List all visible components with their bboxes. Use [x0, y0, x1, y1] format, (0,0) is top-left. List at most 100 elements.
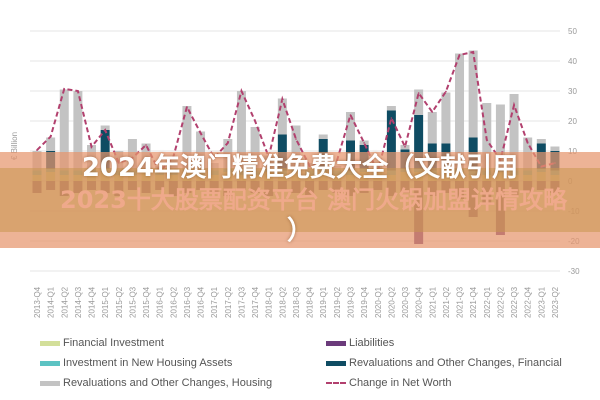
point-net-worth-2021-Q3 [458, 54, 461, 56]
bar-revaluations-and-other-changes-housing-2014-Q1 [46, 137, 56, 151]
point-net-worth-2014-Q1 [49, 135, 52, 138]
bar-revaluations-and-other-changes-financial-2015-Q1 [100, 130, 110, 169]
point-net-worth-2013-Q4 [36, 149, 38, 151]
bar-revaluations-and-other-changes-housing-2022-Q3 [509, 94, 519, 171]
x-tick-label: 2014-Q2 [60, 286, 69, 318]
y-tick-label: 10 [568, 147, 577, 156]
x-tick-label: 2018-Q2 [278, 286, 287, 318]
x-tick-label: 2023-Q1 [537, 286, 546, 318]
x-tick-label: 2019-Q1 [319, 286, 328, 318]
x-tick-label: 2014-Q3 [74, 286, 83, 318]
x-tick-label: 2018-Q1 [265, 286, 274, 318]
overlay-title-line1: 2024年澳门精准免费大全（文献引用 [81, 153, 519, 183]
x-tick-label: 2019-Q4 [360, 286, 369, 318]
point-net-worth-2016-Q3 [186, 106, 188, 108]
point-net-worth-2019-Q4 [363, 142, 365, 144]
legend-label: Liabilities [349, 337, 395, 349]
y-tick-label: -30 [568, 267, 580, 276]
point-net-worth-2021-Q1 [431, 111, 434, 113]
x-tick-label: 2022-Q1 [483, 286, 492, 318]
x-tick-label: 2022-Q2 [496, 286, 505, 318]
legend-dash [326, 382, 346, 384]
x-tick-label: 2015-Q4 [142, 286, 151, 318]
x-tick-label: 2021-Q1 [428, 286, 437, 318]
legend-financial-revaluations: Revaluations and Other Changes, Financia… [326, 357, 562, 369]
bar-revaluations-and-other-changes-housing-2018-Q2 [277, 98, 287, 135]
x-tick-label: 2017-Q2 [224, 286, 233, 318]
bar-revaluations-and-other-changes-housing-2021-Q3 [455, 53, 465, 169]
x-tick-label: 2022-Q3 [510, 286, 519, 318]
y-axis-label: € Billion [10, 132, 19, 160]
bar-revaluations-and-other-changes-housing-2015-Q1 [100, 125, 110, 130]
legend-swatch [326, 340, 346, 346]
bar-revaluations-and-other-changes-housing-2021-Q4 [468, 50, 478, 138]
bar-revaluations-and-other-changes-housing-2021-Q1 [427, 112, 437, 144]
legend-swatch [40, 360, 60, 366]
point-net-worth-2020-Q2 [390, 117, 393, 119]
x-tick-label: 2019-Q3 [346, 286, 355, 318]
legend-housing-investment: Investment in New Housing Assets [40, 357, 232, 369]
x-tick-label: 2018-Q3 [292, 286, 301, 318]
bar-revaluations-and-other-changes-housing-2023-Q2 [550, 146, 560, 151]
point-net-worth-2015-Q1 [104, 129, 106, 131]
bar-revaluations-and-other-changes-financial-2020-Q2 [386, 110, 396, 171]
point-net-worth-2018-Q2 [281, 98, 284, 100]
y-tick-label: 30 [568, 87, 577, 96]
x-tick-label: 2017-Q1 [210, 286, 219, 318]
legend-swatch [40, 340, 60, 346]
bar-revaluations-and-other-changes-housing-2016-Q3 [182, 106, 192, 169]
point-net-worth-2015-Q4 [145, 144, 147, 146]
overlay-band-inner [0, 168, 600, 232]
x-tick-label: 2016-Q1 [156, 286, 165, 318]
point-net-worth-2016-Q4 [199, 132, 202, 134]
legend-housing-revaluations: Revaluations and Other Changes, Housing [40, 377, 272, 389]
x-tick-label: 2016-Q2 [169, 286, 178, 318]
point-net-worth-2022-Q3 [513, 104, 515, 106]
bar-revaluations-and-other-changes-housing-2021-Q2 [441, 92, 451, 144]
bar-revaluations-and-other-changes-housing-2020-Q2 [386, 106, 396, 111]
x-tick-label: 2020-Q3 [401, 286, 410, 318]
legend-label: Financial Investment [63, 337, 164, 349]
point-net-worth-2014-Q2 [63, 88, 66, 90]
bar-revaluations-and-other-changes-housing-2017-Q4 [250, 127, 260, 171]
legend-label: Change in Net Worth [349, 377, 452, 389]
point-net-worth-2022-Q1 [485, 139, 488, 141]
x-tick-label: 2018-Q4 [306, 286, 315, 318]
x-axis-labels: 2013-Q4 2014-Q1 2014-Q2 2014-Q3 2014-Q4 2015-… [33, 286, 560, 318]
bar-revaluations-and-other-changes-housing-2016-Q4 [196, 131, 206, 171]
x-tick-label: 2020-Q2 [387, 286, 396, 318]
bar-revaluations-and-other-changes-housing-2014-Q2 [59, 89, 69, 171]
x-tick-label: 2016-Q4 [197, 286, 206, 318]
legend-swatch [326, 360, 346, 366]
x-tick-label: 2022-Q4 [524, 286, 533, 318]
x-tick-label: 2015-Q2 [115, 286, 124, 318]
x-tick-label: 2020-Q1 [374, 286, 383, 318]
x-tick-label: 2021-Q4 [469, 286, 478, 318]
x-tick-label: 2014-Q4 [88, 286, 97, 318]
bar-revaluations-and-other-changes-housing-2023-Q1 [536, 139, 546, 144]
point-net-worth-2017-Q2 [227, 142, 229, 144]
bar-revaluations-and-other-changes-housing-2018-Q3 [291, 125, 301, 169]
bar-revaluations-and-other-changes-housing-2017-Q3 [236, 91, 246, 171]
point-net-worth-2017-Q4 [254, 120, 256, 122]
point-net-worth-2021-Q2 [445, 90, 447, 93]
legend-label: Revaluations and Other Changes, Housing [63, 377, 273, 389]
x-tick-label: 2016-Q3 [183, 286, 192, 318]
y-tick-label: 40 [568, 57, 577, 66]
point-net-worth-2017-Q3 [240, 90, 243, 92]
legend-financial-investment: Financial Investment [40, 337, 164, 349]
overlay-title-line2: ） [286, 216, 313, 246]
legend-label: Investment in New Housing Assets [63, 357, 233, 369]
legend-net-worth: Change in Net Worth [326, 377, 452, 389]
bar-revaluations-and-other-changes-housing-2022-Q2 [495, 104, 505, 169]
bar-revaluations-and-other-changes-housing-2020-Q4 [414, 89, 424, 115]
x-tick-label: 2017-Q4 [251, 286, 260, 318]
x-tick-label: 2023-Q2 [551, 286, 560, 318]
y-tick-label: 20 [568, 117, 577, 126]
bar-revaluations-and-other-changes-financial-2020-Q4 [414, 115, 424, 169]
x-tick-label: 2019-Q2 [333, 286, 342, 318]
legend-label: Revaluations and Other Changes, Financia… [349, 357, 562, 369]
x-tick-label: 2020-Q4 [415, 286, 424, 318]
point-net-worth-2020-Q3 [404, 146, 406, 148]
point-net-worth-2020-Q4 [417, 92, 420, 94]
